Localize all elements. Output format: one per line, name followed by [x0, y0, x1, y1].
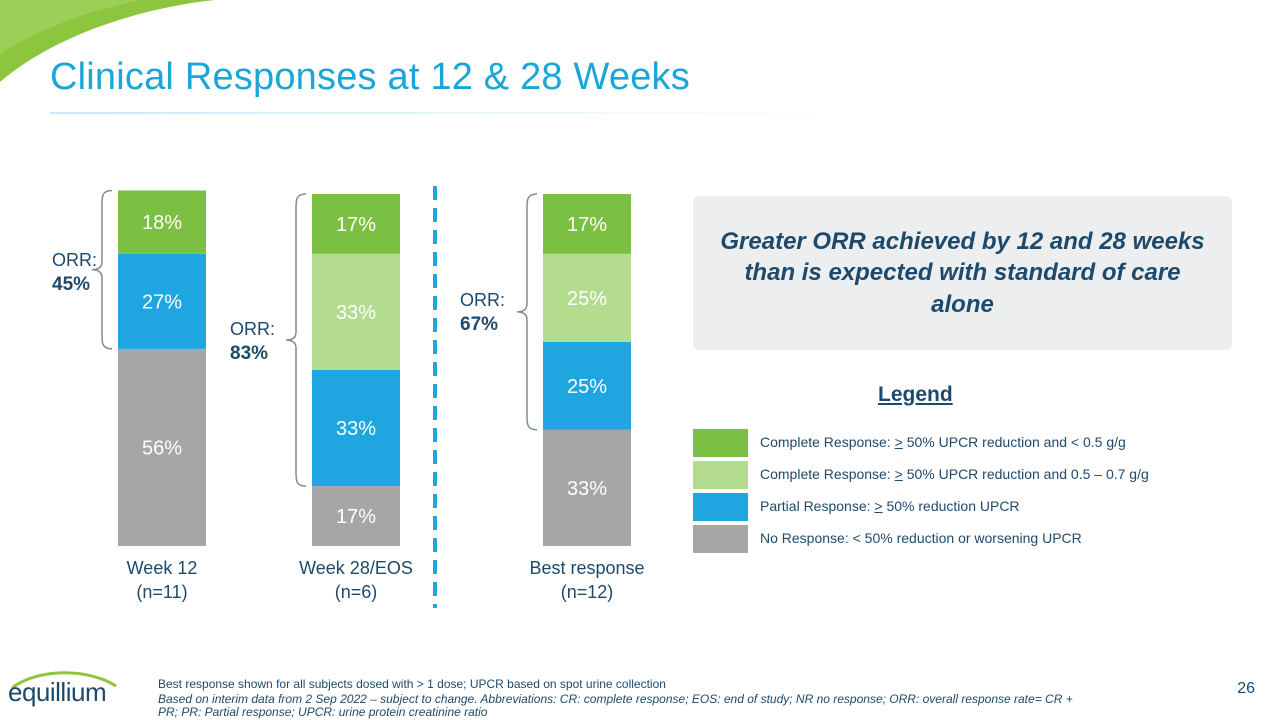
footnote-interim-line1: Based on interim data from 2 Sep 2022 – … [158, 692, 1073, 706]
stacked-bar-chart: 56% 27% 18% Week 12 (n=11) 17% 33% 33% 17% Week 2… [52, 186, 645, 608]
orr-label: ORR: [460, 290, 505, 310]
logo-wordmark: equillium [8, 677, 107, 707]
category-label: Best response [529, 558, 644, 578]
bar-segment [118, 190, 206, 254]
bar-value-label: 17% [336, 214, 376, 236]
category-label: (n=11) [136, 582, 187, 602]
legend-title: Legend [878, 383, 953, 406]
orr-bracket [285, 193, 307, 487]
bar-segment [118, 348, 206, 546]
bar-value-label: 27% [142, 291, 182, 313]
title-divider [50, 112, 850, 114]
company-logo: equillium [8, 668, 120, 716]
bar-value-label: 18% [142, 212, 182, 234]
bar-value-label: 17% [336, 506, 376, 528]
bar-segment [543, 194, 631, 254]
key-message-text: Greater ORR achieved by 12 and 28 weeks … [720, 228, 1205, 318]
logo-arc-icon [11, 671, 117, 690]
page-number: 26 [1237, 680, 1255, 697]
category-label: Week 12 [127, 558, 198, 578]
key-message-callout: Greater ORR achieved by 12 and 28 weeks … [693, 196, 1232, 350]
bar-value-label: 33% [336, 418, 376, 440]
bar-segment [118, 253, 206, 349]
bar-segment [312, 194, 400, 254]
corner-swoosh-graphic [0, 0, 215, 82]
category-label: Week 28/EOS [299, 558, 413, 578]
orr-value: 45% [52, 274, 90, 295]
bar-segment [543, 253, 631, 342]
bar-value-label: 33% [336, 302, 376, 324]
legend-label: Complete Response: > 50% UPCR reduction … [760, 466, 1149, 482]
footnote-interim-line2: PR; PR: Partial response; UPCR: urine pr… [158, 705, 488, 719]
bar-segment [312, 253, 400, 370]
legend-swatch [693, 429, 748, 457]
orr-bracket [91, 189, 113, 350]
legend-swatch [693, 525, 748, 553]
bar-value-label: 33% [567, 478, 607, 500]
category-label: (n=6) [335, 582, 378, 602]
bar-segment [543, 429, 631, 546]
bar-segment [312, 370, 400, 487]
orr-bracket [516, 193, 538, 431]
orr-label: ORR: [230, 319, 275, 339]
legend-label: No Response: < 50% reduction or worsenin… [760, 530, 1082, 546]
bar-segment [312, 486, 400, 546]
legend-swatch [693, 493, 748, 521]
bar-value-label: 56% [142, 437, 182, 459]
legend-label: Partial Response: > 50% reduction UPCR [760, 498, 1020, 514]
bar-value-label: 25% [567, 288, 607, 310]
legend-label: Complete Response: > 50% UPCR reduction … [760, 434, 1126, 450]
bar-value-label: 17% [567, 214, 607, 236]
legend-swatch [693, 461, 748, 489]
footnote-dosing: Best response shown for all subjects dos… [158, 677, 666, 691]
category-label: (n=12) [561, 582, 614, 602]
orr-value: 83% [230, 343, 268, 364]
bar-segment [543, 341, 631, 430]
orr-label: ORR: [52, 250, 97, 270]
orr-value: 67% [460, 314, 498, 335]
page-title: Clinical Responses at 12 & 28 Weeks [50, 56, 690, 98]
bar-value-label: 25% [567, 376, 607, 398]
